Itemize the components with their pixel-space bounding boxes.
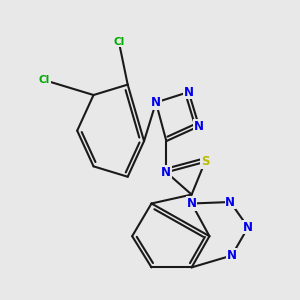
- Text: N: N: [225, 196, 235, 208]
- Text: N: N: [184, 85, 194, 98]
- Text: N: N: [161, 166, 171, 179]
- Text: N: N: [227, 249, 237, 262]
- Text: N: N: [151, 96, 161, 109]
- Text: N: N: [243, 221, 253, 234]
- Text: N: N: [194, 120, 204, 133]
- Text: S: S: [201, 155, 209, 168]
- Text: Cl: Cl: [39, 75, 50, 85]
- Text: Cl: Cl: [113, 37, 124, 46]
- Text: N: N: [187, 197, 196, 210]
